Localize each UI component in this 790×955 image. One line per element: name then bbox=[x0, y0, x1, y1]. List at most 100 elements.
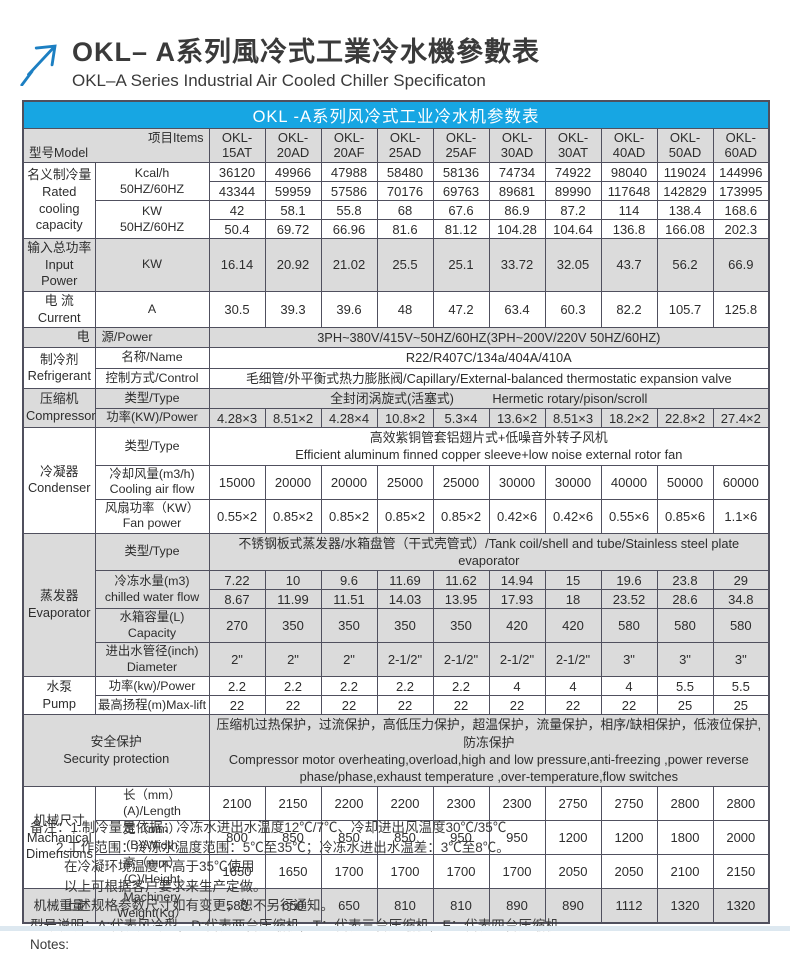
cell-value: 350 bbox=[432, 608, 490, 644]
group-label: 电 bbox=[22, 327, 96, 349]
group-label: 冷凝器 Condenser bbox=[22, 427, 96, 534]
table-row: 冷凝器 Condenser 类型/Type 高效紫铜管套铝翅片式+低噪音外转子风机 Ef… bbox=[22, 427, 770, 534]
notes-block: 备注：1.制冷量是依据：冷冻水进出水温度12℃/7℃、冷却进出风温度30℃/35… bbox=[30, 818, 770, 955]
cell-value: 202.3 bbox=[712, 219, 770, 239]
item-label: Kcal/h 50HZ/60HZ bbox=[94, 162, 210, 201]
note-line: 2.工作范围：冷冻水温度范围：5℃至35℃；冷冻水进出水温差：3℃至8℃。 bbox=[56, 839, 510, 855]
cell-value: 1112 bbox=[600, 888, 658, 924]
cell-value: 25.5 bbox=[376, 238, 434, 292]
cell-value: 580 bbox=[600, 608, 658, 644]
arrow-logo-icon bbox=[20, 44, 57, 86]
table-row: 冷冻水量(m3) chilled water flow 7.22 10 9.6 11.69… bbox=[23, 570, 770, 610]
cell-value: 0.85×2 bbox=[264, 498, 322, 534]
cell-value: 22.8×2 bbox=[656, 408, 714, 429]
cell-value: 10.8×2 bbox=[376, 408, 434, 429]
cell-value: 25000 bbox=[376, 464, 434, 500]
table-row: 高（mm）(C)/Height 1650 1650 1700 1700 1700 1700 2… bbox=[23, 854, 770, 890]
cell-value: 66.9 bbox=[712, 238, 770, 292]
cell-value: 114 bbox=[600, 200, 658, 220]
cell-value: 1320 bbox=[712, 888, 770, 924]
cell-value: 59959 bbox=[264, 181, 322, 201]
cell-value: 173995 bbox=[712, 181, 770, 201]
item-label: 进出水管径(inch) Diameter bbox=[94, 642, 210, 678]
group-label: 水泵 Pump bbox=[22, 676, 96, 716]
cell-value: 2-1/2" bbox=[544, 642, 602, 678]
item-label: 类型/Type bbox=[94, 532, 210, 572]
spec-table-container: OKL -A系列风冷式工业冷水机参数表 型号Model 项目Items OKL- 15A… bbox=[22, 100, 771, 925]
table-row: 机械重量 Machinery Weight(Kg） 580 650 650 810 810 89… bbox=[22, 888, 770, 924]
cell-value: 0.85×2 bbox=[432, 498, 490, 534]
cell-value: 650 bbox=[320, 888, 378, 924]
cell-value: 8.51×2 bbox=[264, 408, 322, 429]
item-label: 水箱容量(L) Capacity bbox=[94, 608, 210, 644]
cell-value: 25 bbox=[712, 695, 770, 716]
cell-value: 138.4 bbox=[656, 200, 714, 220]
cell-value: 5.3×4 bbox=[432, 408, 490, 429]
table-title: OKL -A系列风冷式工业冷水机参数表 bbox=[22, 100, 770, 129]
cell-value: 25000 bbox=[432, 464, 490, 500]
cell-value: 2.2 bbox=[432, 676, 490, 697]
cell-value: 63.4 bbox=[488, 290, 546, 329]
item-label: 类型/Type bbox=[94, 427, 210, 466]
cell-value: 21.02 bbox=[320, 238, 378, 292]
cell-value: 2" bbox=[264, 642, 322, 678]
cell-value: 1800 bbox=[656, 820, 714, 856]
model-header: OKL- 15AT bbox=[208, 128, 266, 163]
cell-value: 48 bbox=[376, 290, 434, 329]
cell-value: 580 bbox=[712, 608, 770, 644]
cell-value: 43344 bbox=[208, 181, 266, 201]
cell-value: 22 bbox=[488, 695, 546, 716]
cell-value: 39.6 bbox=[320, 290, 378, 329]
cell-value: 2800 bbox=[656, 786, 714, 822]
cell-value: 420 bbox=[488, 608, 546, 644]
cell-value: 74734 bbox=[488, 162, 546, 182]
cell-value: 23.8 bbox=[656, 570, 714, 591]
cell-value: 4.28×4 bbox=[320, 408, 378, 429]
cell-value: 25.1 bbox=[432, 238, 490, 292]
cell-value: 850 bbox=[264, 820, 322, 856]
cell-value: 8.67 bbox=[208, 589, 266, 610]
cell-value: 580 bbox=[656, 608, 714, 644]
cell-value: 7.22 bbox=[208, 570, 266, 591]
cell-value: 104.64 bbox=[544, 219, 602, 239]
model-header: OKL- 20AF bbox=[320, 128, 378, 163]
cell-value: 2-1/2" bbox=[432, 642, 490, 678]
cell-value: 2.2 bbox=[320, 676, 378, 697]
cell-value: 20000 bbox=[264, 464, 322, 500]
cell-value: 58480 bbox=[376, 162, 434, 182]
table-row: KW 50HZ/60HZ 42 58.1 55.8 68 67.6 86.9 87.2 114 13… bbox=[23, 200, 770, 239]
cell-value: 66.96 bbox=[320, 219, 378, 239]
cell-value: 2.2 bbox=[208, 676, 266, 697]
group-label: 名义制冷量 Rated cooling capacity bbox=[22, 162, 96, 239]
cell-value: 14.03 bbox=[376, 589, 434, 610]
cell-value: 2200 bbox=[320, 786, 378, 822]
note-line: 在冷凝环境温度不高于35℃使用 bbox=[64, 859, 255, 874]
group-label: 机械尺寸 Machanical Dimensions bbox=[22, 786, 96, 890]
cell-value: 4 bbox=[544, 676, 602, 697]
table-row: 机械尺寸 Machanical Dimensions 长（mm）(A)/Length 2… bbox=[22, 786, 770, 890]
table-row: 电 流 Current A 30.5 39.3 39.6 48 47.2 63.4 60.3 82.… bbox=[22, 290, 770, 329]
cell-value: 5.5 bbox=[656, 676, 714, 697]
group-label: 电 流 Current bbox=[22, 290, 96, 329]
cell-value: 104.28 bbox=[488, 219, 546, 239]
cell-value: 1200 bbox=[600, 820, 658, 856]
cell-value: 43.7 bbox=[600, 238, 658, 292]
table-row: 蒸发器 Evaporator 类型/Type 不锈钢板式蒸发器/水箱盘管（干式壳管式）… bbox=[22, 532, 770, 678]
cell-value: 22 bbox=[376, 695, 434, 716]
cell-value: 16.14 bbox=[208, 238, 266, 292]
item-label: Machinery Weight(Kg） bbox=[94, 888, 210, 924]
cell-value: 2800 bbox=[712, 786, 770, 822]
corner-items-label: 项目Items bbox=[147, 131, 204, 145]
note-line: Notes: bbox=[30, 937, 70, 952]
cell-value: 25 bbox=[656, 695, 714, 716]
cell-value: 60000 bbox=[712, 464, 770, 500]
cell-value: 11.99 bbox=[264, 589, 322, 610]
cell-value: 86.9 bbox=[488, 200, 546, 220]
cell-value: 350 bbox=[376, 608, 434, 644]
table-row: 43344 59959 57586 70176 69763 89681 89990 11764… bbox=[23, 181, 770, 201]
cell-value: 650 bbox=[264, 888, 322, 924]
item-label: 控制方式/Control bbox=[94, 367, 210, 389]
table-row: 冷却风量(m3/h) Cooling air flow 15000 20000 2000… bbox=[23, 464, 770, 500]
cell-value: 1700 bbox=[432, 854, 490, 890]
table-row: 水箱容量(L) Capacity 270 350 350 350 350 420 420 580 5… bbox=[23, 608, 770, 644]
